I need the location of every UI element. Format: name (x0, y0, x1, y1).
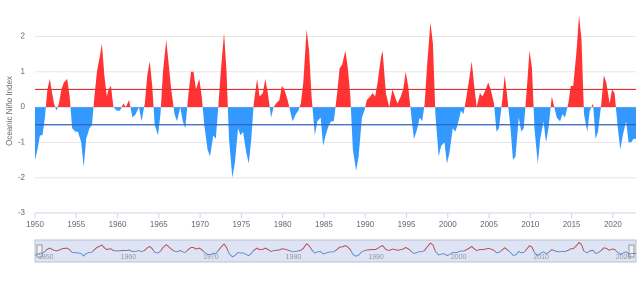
x-tick-label: 1995 (398, 220, 416, 229)
navigator-label: 1970 (203, 254, 219, 261)
x-tick-label: 2000 (439, 220, 457, 229)
y-tick-label: -1 (18, 138, 26, 147)
y-tick-label: -2 (18, 173, 26, 182)
x-tick-label: 1985 (315, 220, 333, 229)
navigator-label: 2010 (533, 254, 549, 261)
x-tick-label: 2015 (563, 220, 581, 229)
navigator-handle[interactable] (36, 244, 43, 258)
navigator-handle[interactable] (628, 244, 635, 258)
navigator-label: 1980 (286, 254, 302, 261)
y-tick-label: 1 (21, 67, 26, 76)
x-tick-label: 2020 (604, 220, 622, 229)
y-axis-label: Oceanic Niño Index (5, 76, 14, 146)
x-tick-label: 2005 (480, 220, 498, 229)
navigator-label: 2000 (451, 254, 467, 261)
x-tick-label: 1960 (109, 220, 127, 229)
x-tick-label: 2010 (521, 220, 539, 229)
negative-area (35, 107, 636, 178)
navigator-line (34, 241, 636, 258)
x-tick-label: 1980 (274, 220, 292, 229)
navigator-label: 1950 (38, 254, 54, 261)
x-tick-label: 1950 (26, 220, 44, 229)
y-tick-label: 2 (21, 32, 26, 41)
x-tick-label: 1955 (67, 220, 85, 229)
y-tick-label: -3 (18, 208, 26, 217)
navigator-label: 1960 (121, 254, 137, 261)
x-tick-label: 1970 (191, 220, 209, 229)
x-tick-label: 1975 (232, 220, 250, 229)
navigator-label: 2020 (616, 254, 632, 261)
x-tick-label: 1965 (150, 220, 168, 229)
y-tick-label: 0 (21, 102, 26, 111)
x-tick-label: 1990 (356, 220, 374, 229)
positive-area (45, 15, 616, 108)
navigator-label: 1990 (368, 254, 384, 261)
